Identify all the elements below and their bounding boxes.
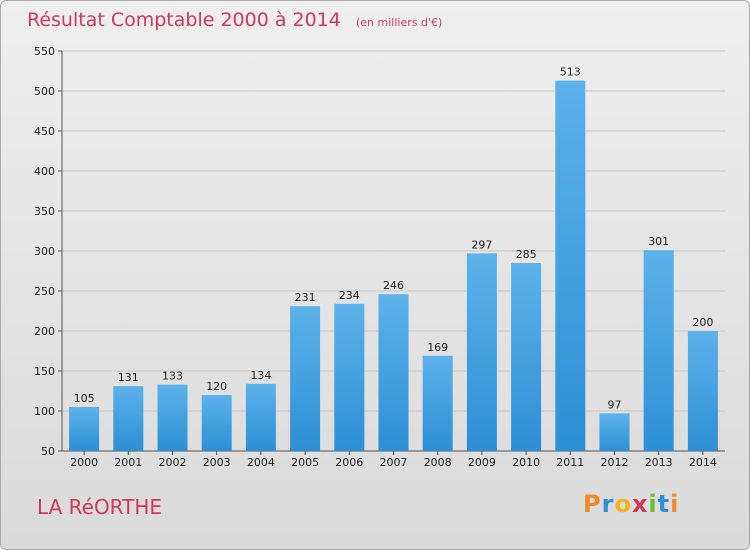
value-label-2001: 131	[118, 371, 139, 384]
x-tick-label-2007: 2007	[380, 456, 408, 469]
value-label-2004: 134	[250, 369, 271, 382]
chart-subtitle: (en milliers d'€)	[355, 16, 443, 29]
y-tick-label: 50	[41, 445, 55, 458]
value-label-2003: 120	[206, 380, 227, 393]
chart-title: Résultat Comptable 2000 à 2014	[27, 9, 341, 31]
value-label-2006: 234	[339, 289, 360, 302]
x-tick-label-2002: 2002	[159, 456, 187, 469]
x-tick-label-2013: 2013	[645, 456, 673, 469]
value-label-2007: 246	[383, 279, 404, 292]
y-tick-label: 350	[34, 205, 55, 218]
bar-2009	[466, 253, 497, 451]
bar-2006	[334, 303, 365, 451]
value-label-2009: 297	[471, 238, 492, 251]
y-tick-label: 100	[34, 405, 55, 418]
x-tick-label-2014: 2014	[689, 456, 717, 469]
bar-2005	[290, 306, 321, 451]
x-tick-label-2012: 2012	[601, 456, 629, 469]
value-label-2011: 513	[560, 66, 581, 79]
bar-2007	[378, 294, 409, 451]
bar-2014	[687, 331, 718, 451]
x-tick-label-2009: 2009	[468, 456, 496, 469]
y-tick-label: 300	[34, 245, 55, 258]
place-label: LA RéORTHE	[37, 495, 163, 519]
bar-2001	[113, 386, 144, 451]
x-tick-label-2004: 2004	[247, 456, 275, 469]
value-label-2010: 285	[516, 248, 537, 261]
x-tick-label-2000: 2000	[70, 456, 98, 469]
x-tick-label-2006: 2006	[335, 456, 363, 469]
y-tick-label: 150	[34, 365, 55, 378]
bar-2010	[511, 263, 542, 451]
x-tick-label-2010: 2010	[512, 456, 540, 469]
y-tick-label: 500	[34, 85, 55, 98]
y-tick-label: 450	[34, 125, 55, 138]
x-tick-label-2011: 2011	[556, 456, 584, 469]
proxiti-logo: Proxiti	[583, 490, 680, 518]
y-tick-label: 200	[34, 325, 55, 338]
x-tick-label-2001: 2001	[114, 456, 142, 469]
bar-2012	[599, 413, 630, 451]
y-tick-label: 250	[34, 285, 55, 298]
value-label-2008: 169	[427, 341, 448, 354]
value-label-2005: 231	[295, 291, 316, 304]
bar-2000	[69, 407, 100, 451]
bar-2004	[245, 383, 276, 451]
value-label-2013: 301	[648, 235, 669, 248]
x-tick-label-2005: 2005	[291, 456, 319, 469]
value-label-2002: 133	[162, 370, 183, 383]
value-label-2014: 200	[692, 316, 713, 329]
chart-title-block: Résultat Comptable 2000 à 2014 (en milli…	[27, 9, 442, 31]
bar-2013	[643, 250, 674, 451]
x-tick-label-2008: 2008	[424, 456, 452, 469]
y-tick-label: 550	[34, 45, 55, 58]
value-label-2000: 105	[74, 392, 95, 405]
bar-2008	[422, 355, 453, 451]
bar-2011	[555, 80, 586, 451]
bar-2002	[157, 384, 188, 451]
y-tick-label: 400	[34, 165, 55, 178]
x-tick-label-2003: 2003	[203, 456, 231, 469]
bar-2003	[201, 395, 232, 451]
value-label-2012: 97	[608, 398, 622, 411]
